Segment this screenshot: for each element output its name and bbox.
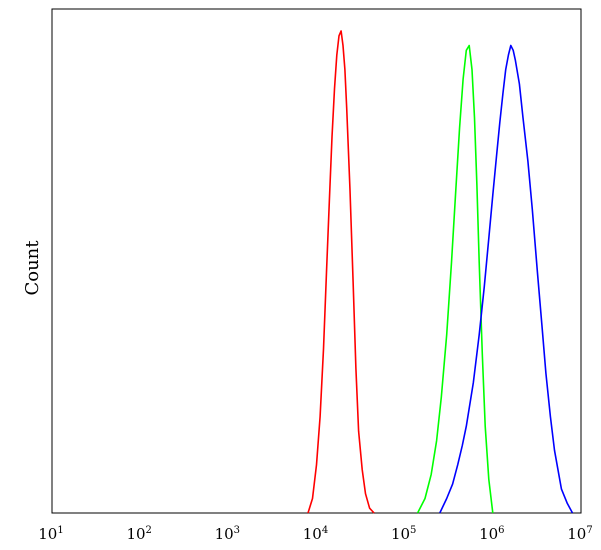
x-tick-label-3: 103 (215, 525, 240, 543)
x-tick-label-7: 107 (567, 525, 592, 543)
x-tick-label-6: 106 (479, 525, 504, 543)
y-axis-label: Count (22, 240, 43, 296)
series-line-3 (439, 44, 574, 514)
series-line-2 (416, 44, 494, 514)
x-tick-label-2: 102 (126, 525, 151, 543)
plot-frame (51, 8, 582, 514)
x-axis-ticks: 101 102 103 104 105 106 107 (38, 525, 592, 543)
x-tick-label-4: 104 (303, 525, 328, 543)
series-layer (307, 30, 574, 514)
x-tick-label-5: 105 (391, 525, 416, 543)
x-tick-label-1: 101 (38, 525, 63, 543)
series-line-1 (307, 30, 375, 514)
